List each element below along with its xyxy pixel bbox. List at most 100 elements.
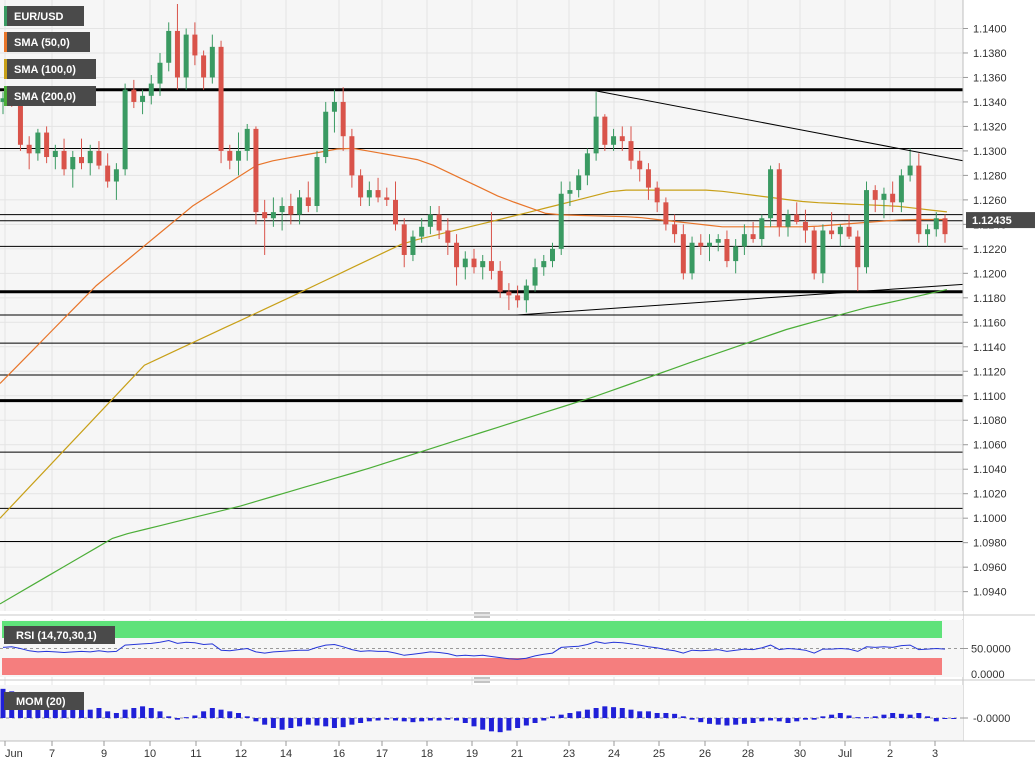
bullish-candle: [323, 111, 329, 158]
bullish-candle: [759, 218, 765, 240]
bullish-candle: [567, 190, 573, 194]
time-tick-label: 12: [235, 748, 247, 760]
price-tick-label: 1.1220: [973, 244, 1007, 256]
mom-bar: [916, 713, 922, 718]
bullish-candle: [419, 226, 425, 237]
trendlines: [516, 89, 964, 316]
mom-bar: [305, 718, 311, 725]
bullish-candle: [35, 132, 41, 154]
bullish-candle: [480, 261, 486, 268]
price-tick-label: 1.1040: [973, 464, 1007, 476]
price-tick-label: 1.1160: [973, 317, 1006, 329]
bullish-candle: [925, 229, 931, 235]
mom-bar: [140, 706, 146, 718]
bearish-candle: [637, 160, 643, 170]
bearish-candle: [340, 101, 346, 137]
bearish-candle: [17, 104, 23, 145]
mom-bar: [933, 718, 939, 722]
mom-bar: [218, 709, 224, 718]
bullish-candle: [689, 242, 695, 274]
price-tick-label: 1.1320: [973, 121, 1007, 133]
mom-bar: [209, 708, 215, 718]
mom-bar: [942, 718, 948, 719]
mom-bar: [567, 713, 573, 718]
mom-bar: [174, 718, 180, 720]
bearish-candle: [131, 89, 137, 102]
bearish-candle: [506, 291, 512, 296]
bearish-candle: [802, 221, 808, 231]
price-tick-label: 1.1380: [973, 48, 1007, 60]
time-tick-label: 19: [466, 748, 478, 760]
mom-bar: [366, 718, 372, 722]
bullish-candle: [166, 30, 172, 63]
bullish-candle: [314, 157, 320, 206]
mom-label-box: [4, 692, 84, 710]
legend-box: [4, 6, 84, 26]
candles: [0, 4, 948, 313]
mom-bar: [576, 711, 582, 718]
mom-bar: [802, 718, 808, 720]
time-tick-label: 16: [333, 748, 345, 760]
mom-bar: [288, 718, 294, 728]
bearish-candle: [401, 224, 407, 255]
mom-bar: [270, 718, 276, 728]
bullish-candle: [820, 230, 826, 274]
bearish-candle: [305, 197, 311, 206]
bearish-candle: [916, 165, 922, 235]
bullish-candle: [279, 206, 285, 213]
bearish-candle: [61, 150, 67, 170]
time-tick-label: Jun: [5, 748, 23, 760]
mom-bar: [497, 718, 503, 733]
mom-bar: [340, 718, 346, 728]
bearish-candle: [96, 150, 102, 166]
mom-bar: [375, 718, 381, 721]
mom-bar: [846, 715, 852, 718]
mom-label: MOM (20): [16, 696, 66, 708]
bearish-candle: [253, 128, 259, 213]
legend: EUR/USD SMA (50,0) SMA (100,0) SMA (200,0): [4, 6, 96, 106]
mom-bar: [454, 718, 460, 721]
bullish-candle: [52, 150, 58, 158]
bearish-candle: [79, 157, 84, 164]
mom-bar: [776, 718, 782, 722]
mom-bar: [645, 711, 651, 718]
rsi-line: [2, 639, 946, 660]
mom-bar: [654, 713, 660, 718]
mom-bar: [236, 713, 241, 718]
mom-bar: [157, 711, 163, 718]
bearish-candle: [942, 218, 948, 235]
mom-bar: [881, 714, 887, 718]
bullish-candle: [140, 95, 146, 102]
mom-bar: [515, 718, 521, 728]
time-tick-label: 18: [421, 748, 433, 760]
time-axis: Jun 7 9 10 11 12 14 16 17 18 19 21 23 24 25 26 28 30 Jul 2 3: [0, 740, 1035, 760]
mom-bar: [837, 713, 843, 718]
indicator-label: SMA (100,0): [14, 64, 76, 76]
legend-box: [4, 32, 90, 52]
mom-bar: [262, 718, 268, 725]
legend-color-marker: [4, 59, 7, 79]
mom-bar: [811, 718, 817, 720]
time-tick-label: 2: [887, 748, 893, 760]
rsi-label-box: [4, 626, 115, 644]
bearish-candle: [454, 242, 460, 268]
time-tick-label: 30: [794, 748, 806, 760]
time-tick-label: 26: [699, 748, 711, 760]
bullish-candle: [550, 248, 555, 262]
indicator-label: SMA (50,0): [14, 37, 70, 49]
bullish-candle: [532, 267, 538, 286]
bearish-candle: [680, 234, 686, 274]
mom-bar: [393, 718, 398, 721]
time-tick-label: 25: [653, 748, 665, 760]
bearish-candle: [358, 175, 364, 198]
mom-bar: [855, 717, 861, 719]
rsi-zero-label: 0.0000: [971, 669, 1005, 681]
legend-color-marker: [4, 86, 7, 106]
price-tick-label: 1.0980: [973, 538, 1007, 550]
mom-bar: [445, 718, 451, 720]
price-axis: 1.1400 1.1380 1.1360 1.1340 1.1320 1.1300 1.12…: [0, 0, 1035, 741]
mom-bar: [52, 703, 58, 718]
mom-bar: [794, 718, 800, 722]
bearish-candle: [724, 239, 730, 262]
